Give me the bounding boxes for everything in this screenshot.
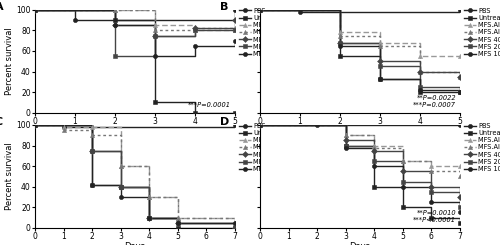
Text: ***P=0.0001: ***P=0.0001	[188, 102, 231, 108]
Text: C: C	[0, 117, 3, 127]
Text: B: B	[220, 1, 228, 12]
Legend: PBS, Untreated, MFS.Alg 200 mg/Kg **, MFS.Alg 100 mg/Kg, MFS 40 mg/Kg, MFS 20 mg: PBS, Untreated, MFS.Alg 200 mg/Kg **, MF…	[464, 8, 500, 57]
Text: A: A	[0, 1, 4, 12]
Text: **P=0.0022
***P=0.0007: **P=0.0022 ***P=0.0007	[413, 95, 456, 108]
Legend: PBS, Untreated, MFS.Alg 200 mg/Kg ***, MFS.Alg 100 mg/Kg ***, MFS 40 mg/Kg **, M: PBS, Untreated, MFS.Alg 200 mg/Kg ***, M…	[464, 123, 500, 172]
Legend: PBS, Untreated, MFS.Alg 200 mg/Kg, MFS.Alg 100 mg/Kg, MFS 40 mg/Kg, MFS 20 mg/Kg: PBS, Untreated, MFS.Alg 200 mg/Kg, MFS.A…	[239, 123, 318, 172]
Legend: PBS, Untreated, MFS.Alg 200 mg/Kg ***, MFS.Alg 100 mg/Kg ***, MFS 40 mg/Kg ***, : PBS, Untreated, MFS.Alg 200 mg/Kg ***, M…	[239, 8, 330, 57]
X-axis label: Days: Days	[350, 127, 370, 136]
Y-axis label: Percent survival: Percent survival	[4, 27, 14, 95]
X-axis label: Days: Days	[124, 127, 146, 136]
X-axis label: Days: Days	[350, 242, 370, 245]
Y-axis label: Percent survival: Percent survival	[4, 143, 14, 210]
Text: **P=0.0010
***P<0.0001: **P=0.0010 ***P<0.0001	[413, 210, 456, 223]
X-axis label: Days: Days	[124, 242, 146, 245]
Text: D: D	[220, 117, 229, 127]
